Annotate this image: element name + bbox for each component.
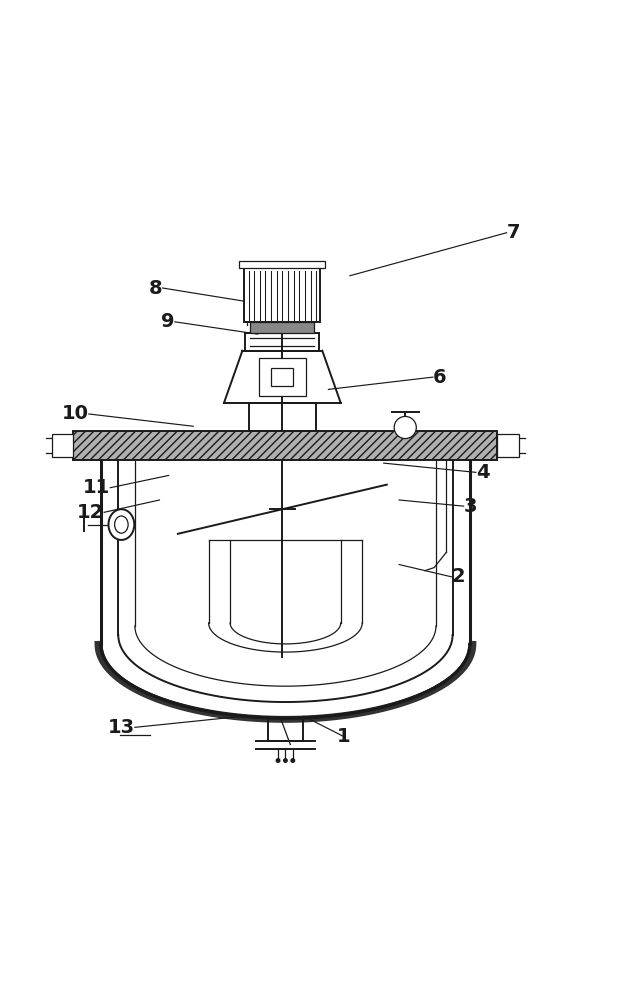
- Circle shape: [290, 758, 295, 763]
- Circle shape: [394, 416, 416, 439]
- Bar: [73, 431, 497, 460]
- Bar: [259, 358, 306, 396]
- Bar: [497, 434, 519, 457]
- Text: 5: 5: [470, 441, 484, 460]
- Bar: [52, 434, 73, 457]
- Text: A: A: [77, 432, 92, 451]
- Text: 4: 4: [476, 463, 490, 482]
- Text: 11: 11: [83, 478, 110, 497]
- Ellipse shape: [108, 509, 135, 540]
- Ellipse shape: [115, 516, 128, 533]
- Text: 10: 10: [62, 404, 89, 423]
- Text: 8: 8: [149, 279, 162, 298]
- Bar: [239, 261, 326, 268]
- Text: 1: 1: [337, 727, 350, 746]
- Text: 6: 6: [433, 368, 446, 387]
- Circle shape: [283, 758, 288, 763]
- Bar: [272, 368, 293, 386]
- Text: 2: 2: [451, 567, 465, 586]
- Bar: [250, 322, 314, 333]
- Text: 7: 7: [507, 223, 520, 242]
- Text: 12: 12: [77, 503, 104, 522]
- Text: 9: 9: [161, 312, 175, 331]
- Circle shape: [276, 758, 280, 763]
- Bar: [244, 268, 321, 322]
- Text: 13: 13: [108, 718, 135, 737]
- Text: 3: 3: [464, 497, 477, 516]
